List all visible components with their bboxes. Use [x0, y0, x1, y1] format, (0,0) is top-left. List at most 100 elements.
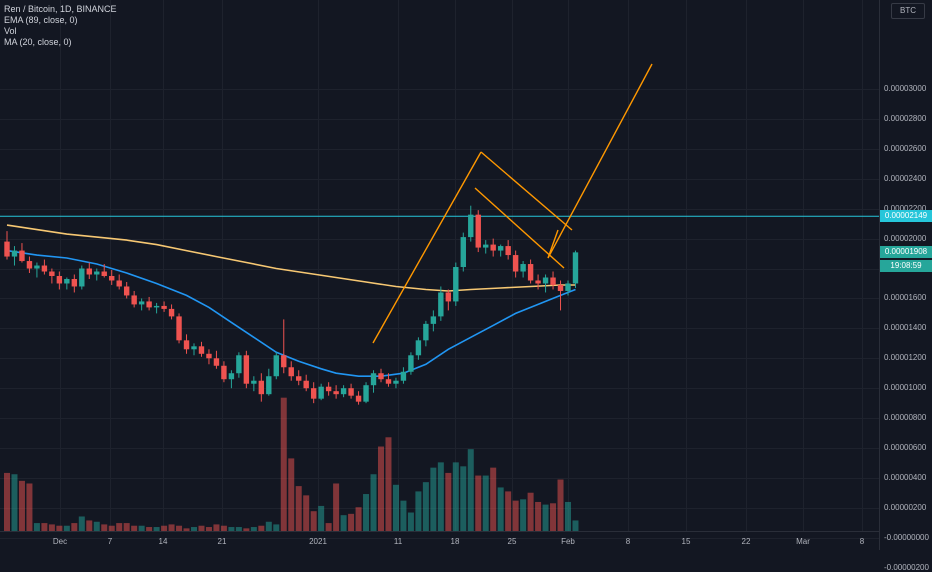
- candle-body: [26, 261, 33, 269]
- volume-bar: [422, 482, 429, 531]
- candle-body: [221, 365, 227, 380]
- candle-body: [296, 376, 302, 381]
- candle-body: [303, 380, 309, 389]
- candle-body: [153, 305, 160, 308]
- candle-body: [198, 346, 205, 354]
- candle-body: [468, 214, 474, 238]
- volume-bar: [168, 524, 175, 531]
- volume-bar: [265, 521, 272, 531]
- volume-bar: [108, 525, 115, 531]
- trendline-drawing: [372, 151, 482, 344]
- volume-bar: [220, 525, 227, 531]
- price-tick-label: 0.00000800: [884, 413, 927, 423]
- volume-bar: [4, 472, 10, 531]
- volume-bar: [557, 479, 564, 531]
- price-tick-label: 0.00000600: [884, 443, 927, 453]
- price-axis[interactable]: [879, 0, 932, 550]
- volume-bar: [542, 504, 549, 531]
- time-tick-label: 15: [681, 537, 691, 546]
- candle-body: [86, 268, 92, 275]
- candle-body: [430, 316, 437, 324]
- price-tick-label: 0.00001600: [884, 293, 927, 303]
- candle-body: [348, 388, 354, 396]
- volume-bar: [535, 501, 542, 531]
- price-tick-label: 0.00001000: [884, 383, 927, 393]
- time-tick-label: 2021: [309, 537, 327, 546]
- volume-bar: [63, 525, 70, 531]
- last-price-badge: 0.00001908: [880, 246, 932, 259]
- ma-legend[interactable]: MA (20, close, 0): [4, 37, 72, 47]
- trendline-drawing: [547, 63, 653, 259]
- candle-body: [109, 276, 115, 281]
- volume-bar: [325, 523, 332, 531]
- volume-bar: [48, 524, 55, 531]
- volume-bar: [512, 500, 519, 531]
- candle-body: [101, 271, 107, 276]
- candle-body: [490, 244, 496, 251]
- volume-bar: [131, 525, 138, 531]
- volume-bar: [86, 520, 93, 531]
- volume-bar: [288, 458, 295, 531]
- volume-bar: [378, 446, 384, 531]
- volume-bar: [370, 474, 377, 531]
- ema-89-line: [6, 224, 576, 292]
- symbol-title[interactable]: Ren / Bitcoin, 1D, BINANCE: [4, 4, 117, 14]
- price-tick-label: 0.00001200: [884, 353, 927, 363]
- time-tick-label: 8: [859, 537, 865, 546]
- candle-body: [11, 250, 18, 257]
- trendline-drawing: [474, 187, 565, 269]
- candle-body: [161, 305, 167, 309]
- time-tick-label: 18: [450, 537, 460, 546]
- candle-body: [273, 355, 279, 377]
- candle-body: [527, 264, 534, 281]
- time-tick-label: 14: [158, 537, 168, 546]
- candle-body: [572, 252, 579, 284]
- candle-body: [565, 283, 571, 291]
- candle-body: [41, 265, 48, 272]
- resistance-price-badge: 0.00002149: [880, 210, 932, 223]
- candle-body: [385, 379, 392, 384]
- volume-bar: [71, 523, 78, 531]
- volume-bar: [527, 492, 534, 531]
- volume-bar: [250, 527, 257, 531]
- volume-bar: [41, 523, 48, 531]
- volume-bar: [550, 503, 557, 531]
- currency-button[interactable]: BTC: [891, 3, 925, 19]
- volume-bar: [452, 462, 459, 531]
- candle-body: [213, 358, 220, 366]
- volume-bar: [490, 467, 497, 531]
- volume-bar: [176, 525, 183, 531]
- candle-body: [453, 267, 459, 302]
- volume-bar: [460, 466, 467, 531]
- volume-bar: [437, 462, 444, 531]
- time-tick-label: 22: [741, 537, 751, 546]
- volume-bar: [243, 528, 250, 531]
- candle-body: [79, 268, 85, 287]
- candle-body: [415, 340, 422, 356]
- chart-legend: Ren / Bitcoin, 1D, BINANCE EMA (89, clos…: [4, 4, 117, 48]
- ema-legend[interactable]: EMA (89, close, 0): [4, 15, 78, 25]
- time-axis[interactable]: [0, 531, 879, 551]
- volume-bar: [93, 521, 100, 531]
- volume-bar: [18, 480, 25, 531]
- candle-body: [258, 380, 265, 395]
- price-tick-label: 0.00002200: [884, 203, 927, 213]
- price-tick-label: -0.00000000: [884, 532, 929, 542]
- trendline-drawing: [547, 229, 559, 259]
- candle-body: [94, 271, 100, 275]
- candle-body: [483, 244, 489, 248]
- vol-legend[interactable]: Vol: [4, 26, 17, 36]
- candle-body: [123, 286, 130, 296]
- candle-body: [56, 276, 63, 284]
- volume-bar: [116, 523, 123, 531]
- volume-bar: [385, 437, 392, 531]
- candle-body: [4, 241, 10, 257]
- volume-bar: [273, 524, 280, 531]
- candle-body: [251, 380, 257, 384]
- candle-body: [236, 355, 242, 374]
- candle-body: [146, 301, 152, 308]
- volume-bar: [183, 528, 190, 531]
- volume-bar: [497, 487, 504, 531]
